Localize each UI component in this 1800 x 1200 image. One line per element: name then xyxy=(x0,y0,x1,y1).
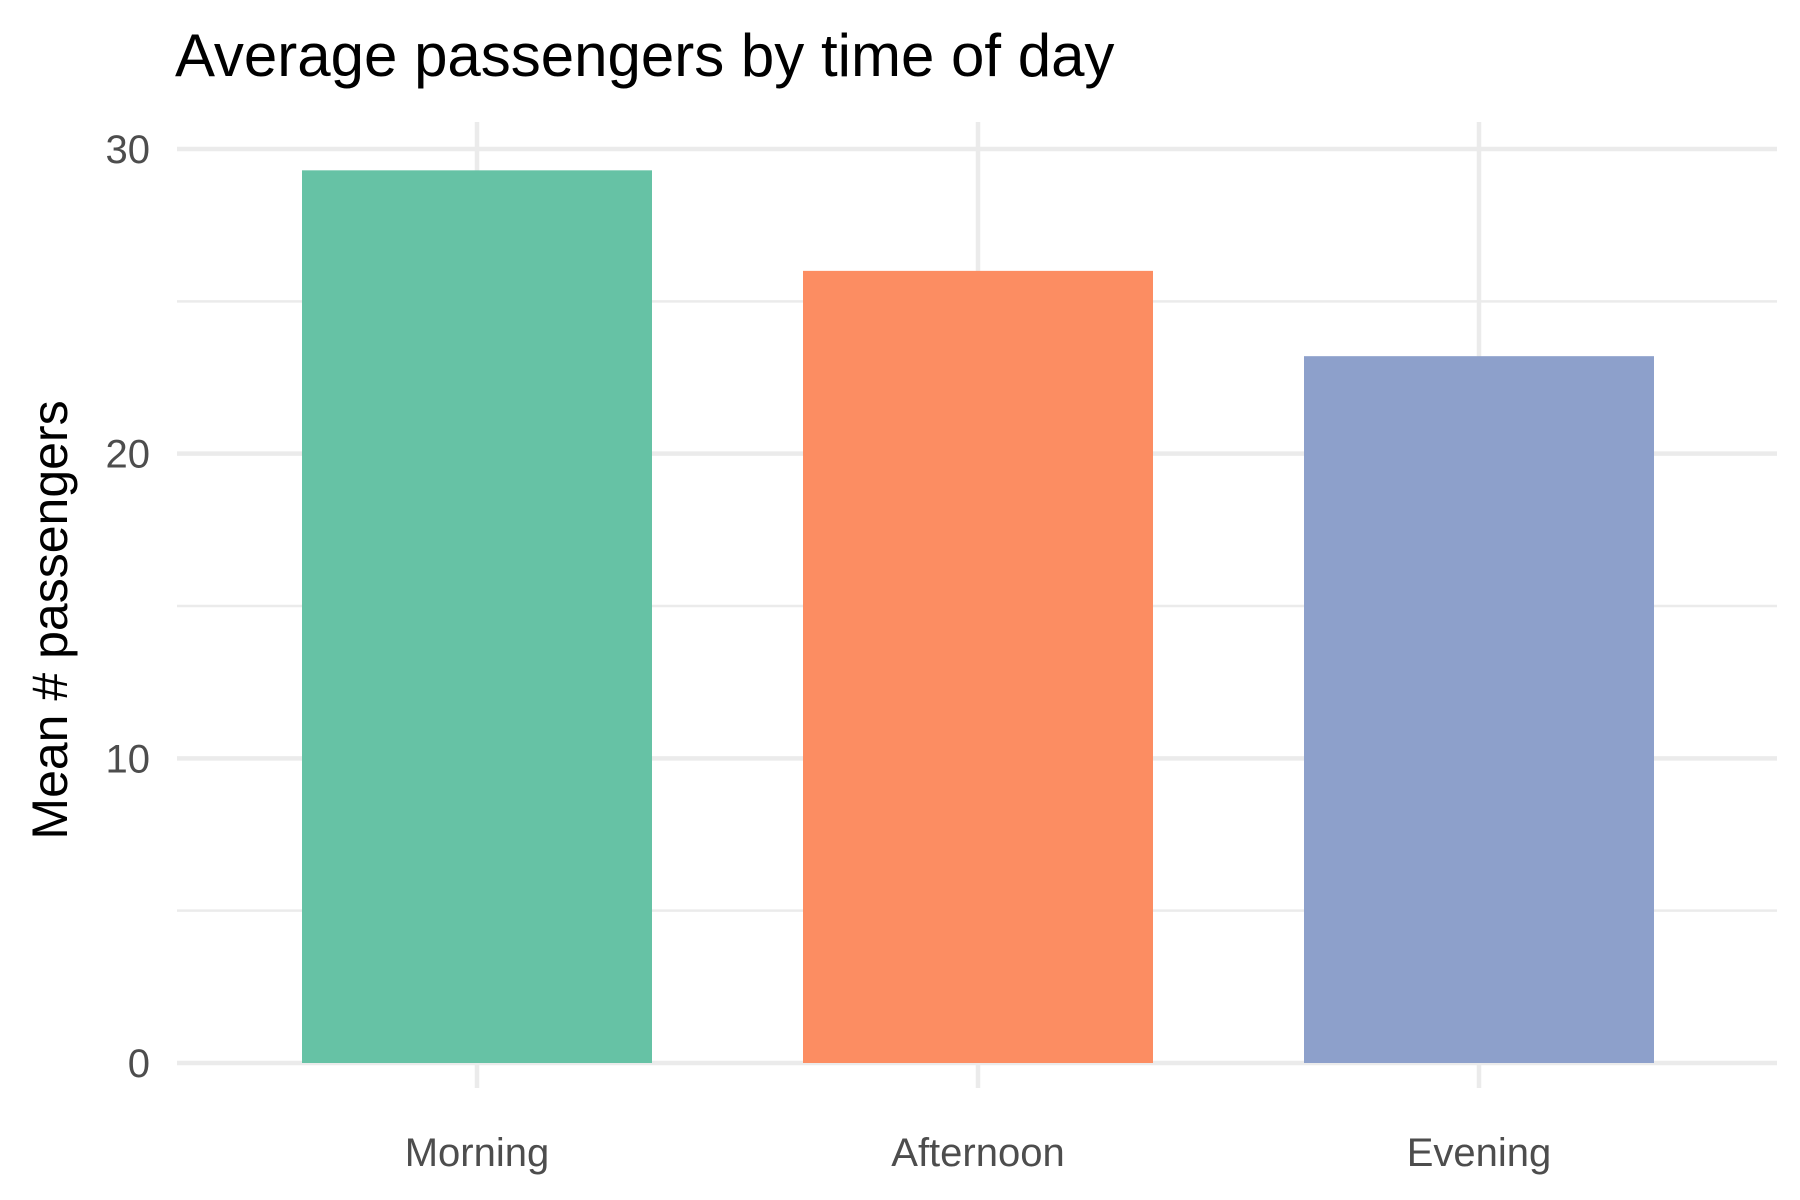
y-tick-label: 20 xyxy=(106,433,151,477)
x-tick-label-morning: Morning xyxy=(405,1131,550,1175)
y-tick-label: 10 xyxy=(106,737,151,781)
y-axis-label: Mean # passengers xyxy=(22,400,78,839)
bar-afternoon xyxy=(803,270,1153,1063)
y-axis-ticks: 0 10 20 30 xyxy=(106,128,151,1086)
y-tick-label: 30 xyxy=(106,128,151,172)
bar-evening xyxy=(1304,356,1654,1063)
bar-morning xyxy=(302,170,652,1063)
bars xyxy=(302,170,1654,1063)
y-tick-label: 0 xyxy=(128,1042,150,1086)
x-tick-label-evening: Evening xyxy=(1407,1131,1552,1175)
x-axis-ticks: Morning Afternoon Evening xyxy=(405,1131,1552,1175)
x-tick-label-afternoon: Afternoon xyxy=(891,1131,1064,1175)
chart-title: Average passengers by time of day xyxy=(175,22,1114,89)
